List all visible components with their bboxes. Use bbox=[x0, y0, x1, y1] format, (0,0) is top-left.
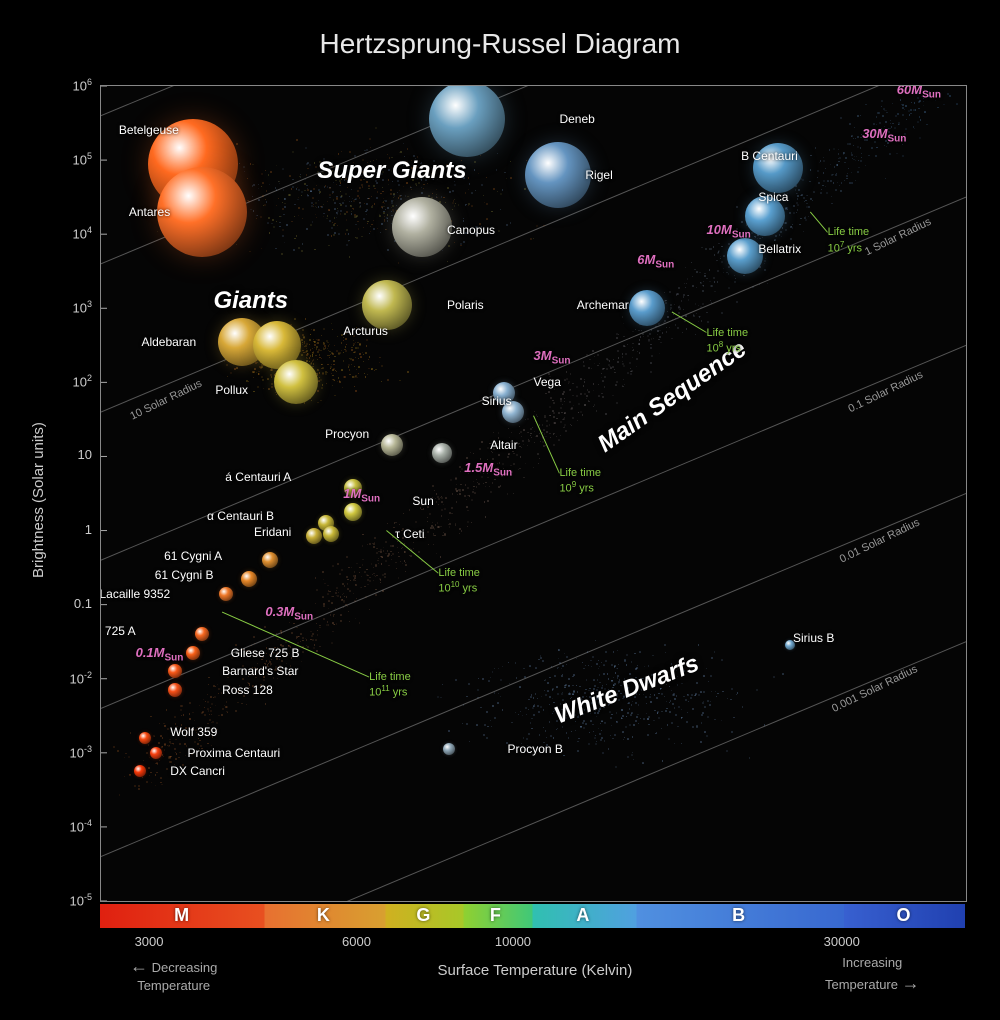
star-label: Pollux bbox=[215, 383, 248, 397]
x-axis-label: Surface Temperature (Kelvin) bbox=[438, 962, 633, 979]
region-label: Super Giants bbox=[317, 157, 466, 185]
star-label: Antares bbox=[129, 205, 170, 219]
y-tick: 10 bbox=[78, 447, 92, 462]
star-label: Deneb bbox=[559, 112, 594, 126]
region-label: White Dwarfs bbox=[551, 650, 703, 731]
star-label: Betelgeuse bbox=[119, 123, 179, 137]
y-tick: 10-3 bbox=[70, 744, 92, 760]
mass-label: 1MSun bbox=[343, 486, 380, 505]
y-tick: 102 bbox=[73, 373, 92, 389]
star-label: Rigel bbox=[585, 168, 612, 182]
star-label: á Centauri A bbox=[225, 470, 291, 484]
star-label: 61 Cygni A bbox=[164, 549, 222, 563]
radius-label: 10 Solar Radius bbox=[128, 377, 204, 422]
mass-label: 0.1MSun bbox=[136, 645, 184, 664]
star-label: Wolf 359 bbox=[170, 725, 217, 739]
star-label: Arcturus bbox=[343, 324, 388, 338]
radius-label: 1 Solar Radius bbox=[863, 216, 933, 258]
star-label: Vega bbox=[534, 375, 561, 389]
x-tick: 10000 bbox=[495, 934, 531, 949]
increasing-temp-label: IncreasingTemperature → bbox=[825, 955, 920, 995]
radius-label: 0.01 Solar Radius bbox=[838, 516, 922, 565]
star-label: Spica bbox=[758, 190, 788, 204]
star-label: Eridani bbox=[254, 525, 291, 539]
star-label: Sirius B bbox=[793, 631, 834, 645]
spectral-class-bar: MKGFABO bbox=[100, 904, 965, 928]
spectral-class-F: F bbox=[490, 905, 501, 926]
mass-label: 30MSun bbox=[862, 126, 906, 145]
diagram-title: Hertzsprung-Russel Diagram bbox=[0, 28, 1000, 60]
mass-label: 3MSun bbox=[534, 348, 571, 367]
radius-label: 0.1 Solar Radius bbox=[846, 369, 924, 415]
radius-label: 0.001 Solar Radius bbox=[830, 663, 919, 715]
star-label: Gliese 725 B bbox=[231, 646, 300, 660]
star-label: Sun bbox=[412, 494, 433, 508]
star-label: 61 Cygni B bbox=[155, 568, 214, 582]
plot-area: Betelgeuse Antares Deneb Rigel B Centauri Spi… bbox=[100, 85, 967, 902]
star-label: DX Cancri bbox=[170, 764, 225, 778]
y-tick: 10-5 bbox=[70, 892, 92, 908]
radius-label: 100 Solar Radius bbox=[587, 85, 668, 87]
mass-label: 60MSun bbox=[897, 85, 941, 100]
mass-label: 0.3MSun bbox=[265, 604, 313, 623]
spectral-class-M: M bbox=[174, 905, 189, 926]
star-label: τ Ceti bbox=[395, 527, 424, 541]
star-label: α Centauri B bbox=[207, 509, 274, 523]
spectral-class-O: O bbox=[896, 905, 910, 926]
lifetime-label: Life time1011 yrs bbox=[369, 671, 411, 700]
y-tick: 103 bbox=[73, 299, 92, 315]
lifetime-label: Life time109 yrs bbox=[559, 467, 601, 496]
lifetime-label: Life time107 yrs bbox=[828, 226, 870, 255]
lifetime-label: Life time108 yrs bbox=[707, 327, 749, 356]
y-tick: 105 bbox=[73, 151, 92, 167]
x-tick: 6000 bbox=[342, 934, 371, 949]
region-label: Giants bbox=[213, 287, 288, 315]
star-label: Bellatrix bbox=[758, 242, 801, 256]
decreasing-temp-label: ← DecreasingTemperature bbox=[130, 955, 217, 995]
y-tick: 1 bbox=[85, 522, 92, 537]
x-tick: 30000 bbox=[824, 934, 860, 949]
label-layer: Betelgeuse Antares Deneb Rigel B Centauri Spi… bbox=[101, 86, 966, 901]
y-tick: 10-4 bbox=[70, 818, 92, 834]
y-tick: 106 bbox=[73, 77, 92, 93]
star-label: Canopus bbox=[447, 223, 495, 237]
mass-label: 10MSun bbox=[707, 222, 751, 241]
y-axis-label: Brightness (Solar units) bbox=[30, 422, 47, 578]
star-label: Barnard's Star bbox=[222, 664, 298, 678]
y-tick: 104 bbox=[73, 225, 92, 241]
spectral-class-G: G bbox=[416, 905, 430, 926]
star-label: Gliese 725 A bbox=[100, 624, 136, 638]
star-label: Altair bbox=[490, 438, 517, 452]
lifetime-label: Life time1010 yrs bbox=[438, 567, 480, 596]
star-label: B Centauri bbox=[741, 149, 798, 163]
x-tick: 3000 bbox=[135, 934, 164, 949]
star-label: Aldebaran bbox=[141, 335, 196, 349]
star-label: Procyon B bbox=[508, 742, 563, 756]
mass-label: 6MSun bbox=[637, 252, 674, 271]
spectral-class-K: K bbox=[317, 905, 330, 926]
y-tick: 0.1 bbox=[74, 596, 92, 611]
y-tick: 10-2 bbox=[70, 670, 92, 686]
star-label: Proxima Centauri bbox=[188, 746, 281, 760]
mass-label: 1.5MSun bbox=[464, 460, 512, 479]
star-label: Procyon bbox=[325, 427, 369, 441]
star-label: Lacaille 9352 bbox=[100, 587, 170, 601]
star-label: Sirius bbox=[482, 394, 512, 408]
star-label: Archemar bbox=[577, 298, 629, 312]
star-label: Ross 128 bbox=[222, 683, 273, 697]
spectral-class-B: B bbox=[732, 905, 745, 926]
spectral-class-A: A bbox=[576, 905, 589, 926]
star-label: Polaris bbox=[447, 298, 484, 312]
